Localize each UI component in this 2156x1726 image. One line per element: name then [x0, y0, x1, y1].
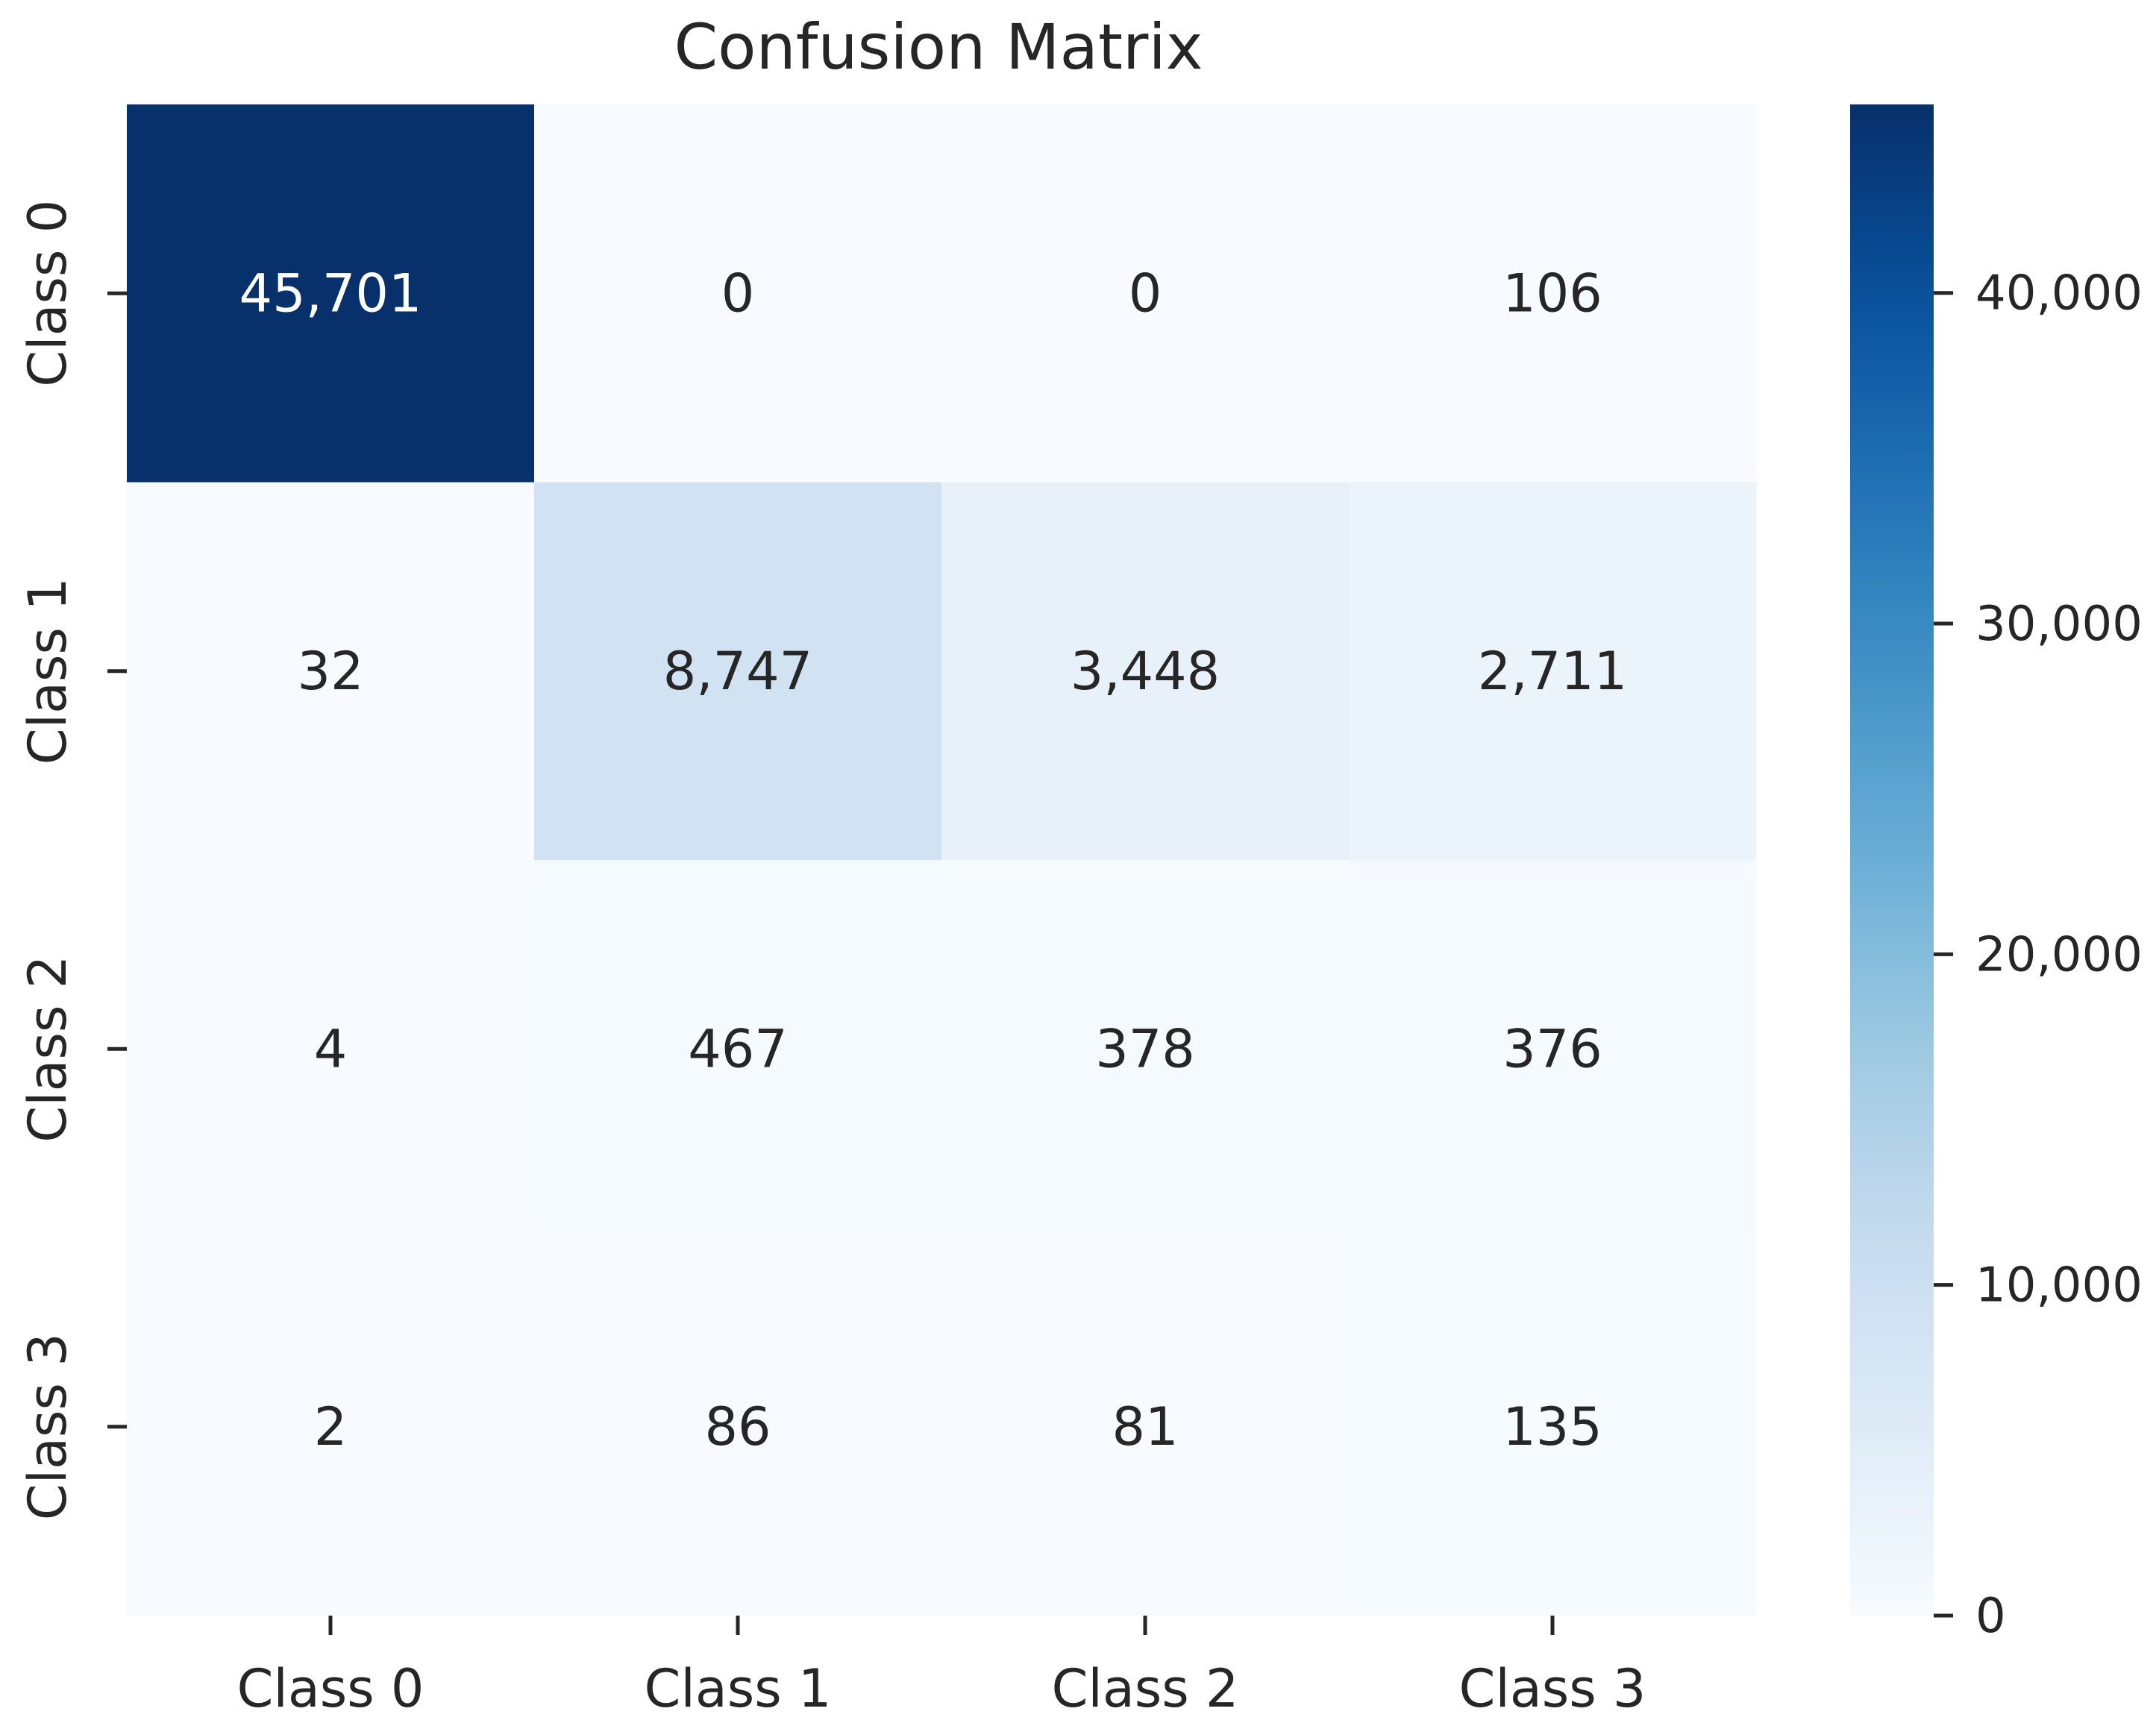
heatmap-cell-r2-c0 [127, 860, 535, 1238]
cell-value-label-r1-c1: 8,747 [663, 641, 812, 702]
cell-value-label-r0-c0: 45,701 [239, 263, 422, 324]
cell-value-label-r2-c2: 378 [1095, 1018, 1195, 1079]
cell-value-label-r1-c0: 32 [297, 641, 363, 702]
heatmap-cell-r1-c0 [127, 482, 535, 861]
cell-value-label-r3-c0: 2 [314, 1396, 348, 1457]
heatmap-cell-r3-c1 [534, 1237, 942, 1616]
heatmap-cell-r1-c2 [941, 482, 1350, 861]
heatmap-cell-labels: 45,701 0 0 106 32 8,747 3,448 2,711 4 467 378 376 2 8… [239, 263, 1628, 1457]
colorbar-tick-label-0: 0 [1975, 1589, 2006, 1644]
heatmap-cell-r1-c3 [1349, 482, 1757, 861]
x-tick-label-2: Class 2 [1052, 1658, 1239, 1719]
heatmap-cell-r2-c3 [1349, 860, 1757, 1238]
cell-value-label-r3-c2: 81 [1112, 1396, 1178, 1457]
x-tick-label-3: Class 3 [1459, 1658, 1646, 1719]
y-axis: Class 0 Class 1 Class 2 Class 3 [17, 200, 127, 1520]
cell-value-label-r1-c3: 2,711 [1478, 641, 1627, 702]
cell-value-label-r2-c1: 467 [688, 1018, 788, 1079]
heatmap-cell-r2-c1 [534, 860, 942, 1238]
colorbar-gradient [1850, 104, 1934, 1616]
heatmap-cell-r0-c3 [1349, 104, 1757, 483]
heatmap-cells [127, 104, 1757, 1616]
cell-value-label-r0-c2: 0 [1129, 263, 1162, 324]
colorbar-tick-label-3: 30,000 [1975, 597, 2143, 652]
y-tick-label-0: Class 0 [17, 200, 78, 387]
heatmap-cell-r3-c0 [127, 1237, 535, 1616]
x-axis: Class 0 Class 1 Class 2 Class 3 [237, 1616, 1646, 1719]
chart-title: Confusion Matrix [674, 10, 1203, 84]
y-tick-label-1: Class 1 [17, 577, 78, 765]
colorbar-tick-label-2: 20,000 [1975, 927, 2143, 982]
y-tick-label-3: Class 3 [17, 1333, 78, 1520]
colorbar: 0 10,000 20,000 30,000 40,000 [1850, 104, 2143, 1644]
heatmap-cell-r0-c2 [941, 104, 1350, 483]
heatmap-cell-r2-c2 [941, 860, 1350, 1238]
cell-value-label-r2-c0: 4 [314, 1018, 348, 1079]
y-tick-label-2: Class 2 [17, 955, 78, 1143]
colorbar-tick-label-1: 10,000 [1975, 1258, 2143, 1314]
cell-value-label-r1-c2: 3,448 [1071, 641, 1220, 702]
cell-value-label-r0-c3: 106 [1502, 263, 1602, 324]
heatmap-cell-r1-c1 [534, 482, 942, 861]
heatmap-cell-r0-c0 [127, 104, 535, 483]
cell-value-label-r0-c1: 0 [721, 263, 755, 324]
cell-value-label-r3-c1: 86 [704, 1396, 771, 1457]
heatmap-cell-r0-c1 [534, 104, 942, 483]
heatmap-cell-r3-c3 [1349, 1237, 1757, 1616]
x-tick-label-0: Class 0 [237, 1658, 424, 1719]
x-tick-label-1: Class 1 [645, 1658, 832, 1719]
cell-value-label-r2-c3: 376 [1502, 1018, 1602, 1079]
cell-value-label-r3-c3: 135 [1502, 1396, 1602, 1457]
colorbar-tick-label-4: 40,000 [1975, 266, 2143, 321]
heatmap-cell-r3-c2 [941, 1237, 1350, 1616]
